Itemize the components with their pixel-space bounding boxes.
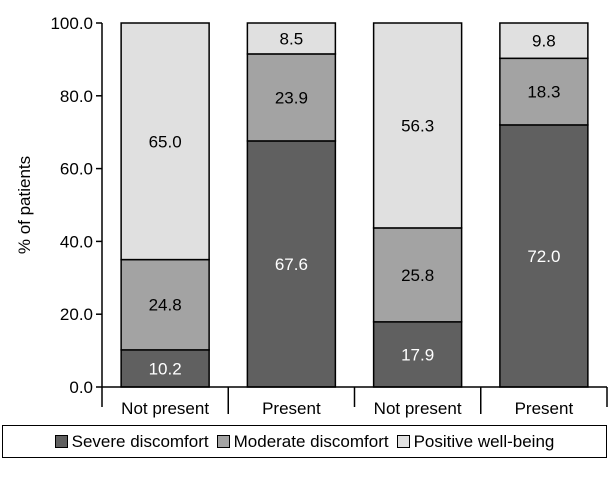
bar-segment [372, 321, 463, 388]
data-label: 65.0 [149, 132, 182, 151]
x-category-label: Not present [121, 399, 209, 418]
y-tick-label: 100.0 [50, 14, 93, 33]
x-category-label: Present [262, 399, 321, 418]
data-label: 18.3 [527, 83, 560, 102]
data-label: 8.5 [280, 29, 304, 48]
data-label: 9.8 [532, 32, 556, 51]
data-label: 72.0 [527, 247, 560, 266]
bar-segment [499, 124, 589, 388]
legend-label: Positive well-being [413, 431, 555, 451]
y-tick-label: 40.0 [60, 232, 93, 251]
data-label: 10.2 [149, 359, 182, 378]
legend-label: Moderate discomfort [233, 431, 389, 451]
legend-swatch [216, 435, 230, 448]
bar-segment [246, 22, 337, 55]
x-axis: Not present Present Not present Present [101, 386, 608, 418]
y-tick-label: 0.0 [69, 378, 93, 397]
data-label: 23.9 [275, 88, 308, 107]
legend-item: Moderate discomfort [216, 431, 389, 452]
legend-label: Severe discomfort [71, 431, 209, 451]
y-tick-label: 80.0 [60, 87, 93, 106]
y-tick-label: 60.0 [60, 160, 93, 179]
data-label: 67.6 [275, 255, 308, 274]
bar-segment [120, 258, 210, 351]
data-label: 25.8 [401, 266, 434, 285]
bar-segment [246, 53, 337, 142]
bar-segment [499, 57, 589, 126]
bar-segment [372, 22, 463, 229]
legend-item: Positive well-being [396, 431, 555, 452]
legend-swatch [54, 435, 68, 448]
data-label: 24.8 [149, 296, 182, 315]
bar-segment [499, 22, 589, 60]
data-label: 56.3 [401, 116, 434, 135]
bar-segment [372, 227, 463, 323]
x-category-label: Not present [374, 399, 462, 418]
bars: 10.2 24.8 65.0 67.6 23.9 8.5 17.9 25.8 56.3 72.0 1… [120, 22, 589, 388]
stacked-bar-chart: % of patients 0.0 20.0 40.0 60.0 80.0 100.0 1… [15, 14, 608, 418]
x-category-label: Present [515, 399, 574, 418]
bar-segment [246, 140, 337, 388]
legend: Severe discomfort Moderate discomfort Posi… [2, 425, 607, 458]
y-axis: 0.0 20.0 40.0 60.0 80.0 100.0 [50, 14, 103, 397]
bar-segment [120, 22, 210, 261]
legend-item: Severe discomfort [54, 431, 209, 452]
y-axis-title: % of patients [15, 156, 34, 254]
y-tick-label: 20.0 [60, 305, 93, 324]
legend-swatch [396, 435, 410, 448]
data-label: 17.9 [401, 345, 434, 364]
